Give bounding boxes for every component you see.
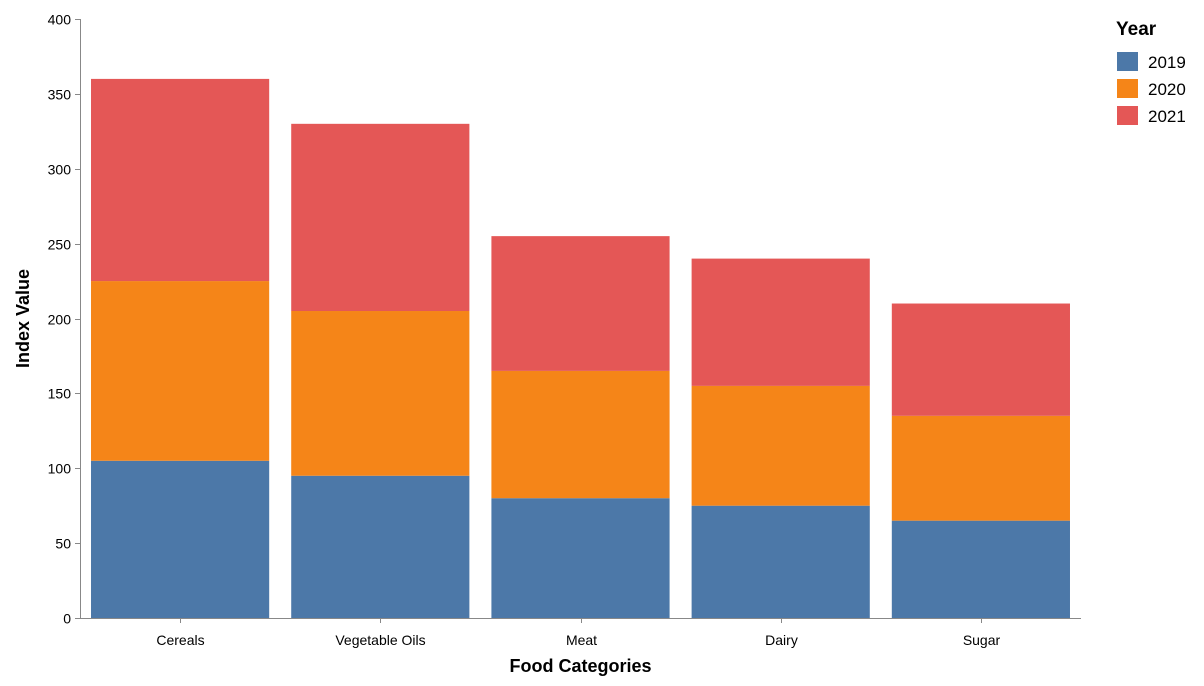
x-tick-label: Vegetable Oils (335, 632, 425, 648)
bar-segment (891, 415, 1070, 521)
x-tick-label: Meat (566, 632, 597, 648)
x-axis-title: Food Categories (509, 656, 651, 676)
legend-swatch (1117, 106, 1138, 125)
plot-area: 0 50 100 150 200 250 300 350 400 Cereals Vegetabl… (48, 12, 1081, 648)
bar-segment (891, 520, 1070, 618)
legend-label: 2021 (1148, 107, 1186, 126)
bar-segment (691, 258, 870, 386)
y-tick-label: 150 (48, 386, 72, 402)
y-tick-label: 0 (63, 611, 71, 627)
y-axis-ticks: 0 50 100 150 200 250 300 350 400 (48, 12, 80, 627)
bars-group (91, 78, 1070, 618)
y-tick-label: 50 (55, 536, 71, 552)
legend-label: 2019 (1148, 53, 1186, 72)
y-tick-label: 350 (48, 87, 72, 103)
bar-segment (691, 385, 870, 506)
y-tick-label: 300 (48, 162, 72, 178)
bar-segment (691, 505, 870, 618)
bar-segment (91, 460, 270, 618)
x-axis-ticks: Cereals Vegetable Oils Meat Dairy Sugar (156, 618, 1001, 648)
bar-segment (91, 281, 270, 461)
legend-label: 2020 (1148, 80, 1186, 99)
legend-swatch (1117, 52, 1138, 71)
bar-segment (291, 475, 470, 618)
y-tick-label: 250 (48, 237, 72, 253)
y-tick-label: 200 (48, 312, 72, 328)
legend-title: Year (1116, 19, 1157, 40)
x-tick-label: Dairy (765, 632, 798, 648)
x-tick-label: Cereals (156, 632, 204, 648)
y-axis-title: Index Value (13, 269, 33, 368)
legend: Year 2019 2020 2021 (1116, 19, 1186, 126)
bar-segment (91, 78, 270, 282)
x-tick-label: Sugar (963, 632, 1001, 648)
bar-segment (491, 370, 670, 499)
legend-items: 2019 2020 2021 (1117, 52, 1186, 126)
legend-swatch (1117, 79, 1138, 98)
bar-segment (491, 236, 670, 371)
y-tick-label: 400 (48, 12, 72, 28)
y-tick-label: 100 (48, 461, 72, 477)
bar-segment (491, 498, 670, 618)
bar-segment (891, 303, 1070, 416)
bar-segment (291, 123, 470, 312)
bar-segment (291, 311, 470, 476)
